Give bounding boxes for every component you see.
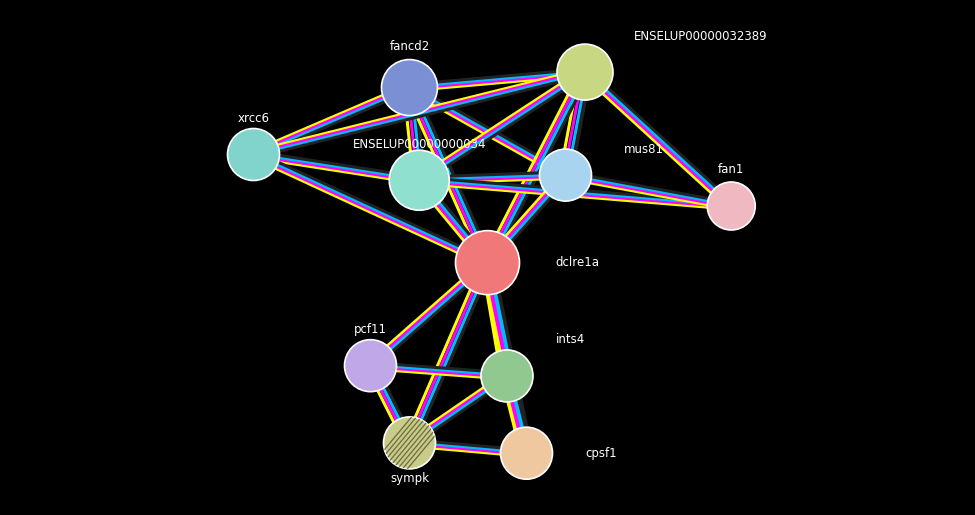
Text: xrcc6: xrcc6 <box>238 112 269 125</box>
Text: mus81: mus81 <box>624 143 664 156</box>
Ellipse shape <box>383 417 436 469</box>
Text: sympk: sympk <box>390 472 429 486</box>
Ellipse shape <box>557 44 613 100</box>
Text: ints4: ints4 <box>556 333 585 347</box>
Ellipse shape <box>227 129 280 180</box>
Ellipse shape <box>707 182 756 230</box>
Ellipse shape <box>455 231 520 295</box>
Ellipse shape <box>389 150 449 210</box>
Text: fan1: fan1 <box>718 163 745 177</box>
Ellipse shape <box>344 340 397 391</box>
Ellipse shape <box>500 427 553 479</box>
Ellipse shape <box>481 350 533 402</box>
Ellipse shape <box>539 149 592 201</box>
Text: pcf11: pcf11 <box>354 323 387 336</box>
Text: dclre1a: dclre1a <box>556 256 600 269</box>
Text: ENSELUP00000000034: ENSELUP00000000034 <box>353 138 486 151</box>
Text: ENSELUP00000032389: ENSELUP00000032389 <box>634 29 767 43</box>
Text: cpsf1: cpsf1 <box>585 447 616 460</box>
Text: fancd2: fancd2 <box>389 40 430 53</box>
Ellipse shape <box>381 60 438 115</box>
